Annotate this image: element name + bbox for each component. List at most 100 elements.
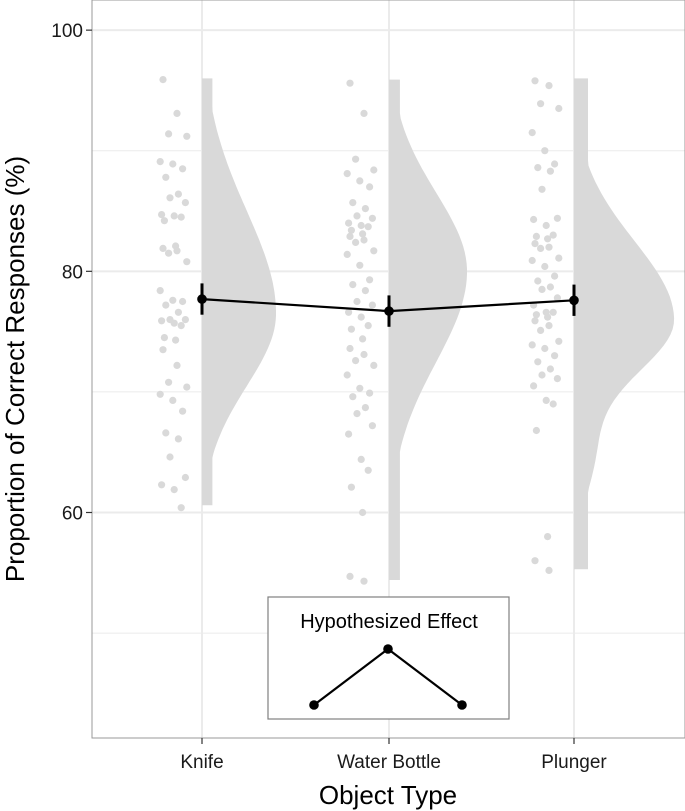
data-point bbox=[360, 577, 368, 585]
data-point bbox=[545, 82, 553, 90]
data-point bbox=[343, 371, 351, 379]
data-point bbox=[534, 358, 542, 366]
data-point bbox=[173, 247, 181, 255]
data-point bbox=[177, 504, 185, 512]
data-point bbox=[368, 422, 376, 430]
data-point bbox=[343, 170, 351, 178]
data-point bbox=[174, 435, 182, 443]
data-point bbox=[532, 426, 541, 435]
data-point bbox=[544, 235, 552, 243]
data-point bbox=[169, 296, 177, 304]
data-point bbox=[158, 211, 166, 219]
data-point bbox=[159, 244, 167, 252]
data-point bbox=[359, 335, 367, 343]
data-point bbox=[532, 232, 541, 240]
data-point bbox=[183, 383, 191, 391]
data-point bbox=[542, 221, 550, 230]
data-point bbox=[553, 214, 562, 222]
data-point bbox=[158, 481, 166, 489]
data-point bbox=[174, 308, 182, 316]
data-point bbox=[541, 262, 549, 271]
data-point bbox=[549, 400, 557, 408]
data-point bbox=[553, 294, 562, 302]
legend: Hypothesized Effect bbox=[267, 596, 510, 720]
data-point bbox=[551, 272, 559, 280]
data-point bbox=[359, 230, 367, 238]
data-point bbox=[538, 285, 546, 293]
data-point bbox=[544, 533, 552, 541]
mean-point bbox=[197, 294, 207, 304]
data-point bbox=[531, 317, 539, 325]
data-point bbox=[366, 183, 374, 191]
data-point bbox=[361, 205, 369, 213]
data-point bbox=[534, 277, 542, 285]
data-point bbox=[162, 429, 170, 437]
legend-point bbox=[457, 700, 467, 710]
data-point bbox=[170, 319, 178, 327]
data-point bbox=[537, 100, 545, 108]
data-point bbox=[156, 287, 164, 295]
data-point bbox=[352, 238, 360, 246]
data-point bbox=[179, 297, 187, 306]
data-point bbox=[551, 352, 559, 360]
data-point bbox=[370, 166, 378, 174]
data-point bbox=[347, 226, 355, 234]
data-point bbox=[353, 297, 361, 306]
data-point bbox=[360, 109, 368, 117]
data-point bbox=[555, 337, 563, 345]
data-point bbox=[356, 261, 364, 269]
data-point bbox=[357, 313, 365, 321]
data-point bbox=[357, 221, 365, 230]
data-point bbox=[542, 396, 550, 404]
mean-point bbox=[384, 306, 394, 316]
data-point bbox=[366, 276, 374, 284]
data-point bbox=[181, 199, 189, 207]
data-point bbox=[549, 231, 557, 239]
data-point bbox=[162, 173, 170, 181]
data-point bbox=[531, 77, 539, 85]
data-point bbox=[159, 76, 167, 84]
data-point bbox=[553, 375, 562, 383]
data-point bbox=[368, 301, 376, 309]
data-point bbox=[177, 322, 185, 330]
data-point bbox=[349, 281, 357, 289]
data-point bbox=[541, 147, 549, 155]
data-point bbox=[349, 393, 357, 401]
data-point bbox=[345, 430, 353, 438]
data-point bbox=[353, 212, 361, 220]
x-tick-label: Knife bbox=[180, 752, 223, 773]
data-point bbox=[360, 236, 368, 244]
data-point bbox=[370, 247, 378, 255]
data-point bbox=[531, 557, 539, 565]
data-point bbox=[345, 308, 353, 316]
data-point bbox=[364, 322, 372, 330]
data-point bbox=[179, 165, 187, 173]
data-point bbox=[544, 313, 552, 321]
data-point bbox=[531, 240, 539, 248]
data-point bbox=[162, 301, 170, 309]
data-point bbox=[545, 322, 553, 330]
data-point bbox=[346, 232, 354, 240]
data-point bbox=[530, 382, 538, 390]
density-water-bottle bbox=[389, 79, 467, 580]
density-layer bbox=[202, 78, 675, 580]
mean-point bbox=[569, 295, 579, 306]
data-point bbox=[370, 361, 378, 369]
data-point bbox=[357, 455, 365, 463]
data-point bbox=[347, 325, 355, 333]
data-point bbox=[183, 258, 191, 266]
data-point bbox=[165, 378, 173, 386]
data-point bbox=[170, 486, 178, 494]
data-point bbox=[532, 311, 541, 319]
data-point bbox=[537, 244, 545, 252]
data-point bbox=[356, 384, 364, 392]
data-point bbox=[359, 508, 367, 517]
data-point bbox=[530, 215, 538, 224]
data-point bbox=[166, 194, 174, 202]
data-point bbox=[345, 219, 353, 227]
data-point bbox=[538, 371, 546, 379]
data-point bbox=[183, 132, 191, 140]
data-point bbox=[170, 212, 178, 220]
data-point bbox=[160, 217, 168, 225]
data-point bbox=[541, 344, 549, 353]
